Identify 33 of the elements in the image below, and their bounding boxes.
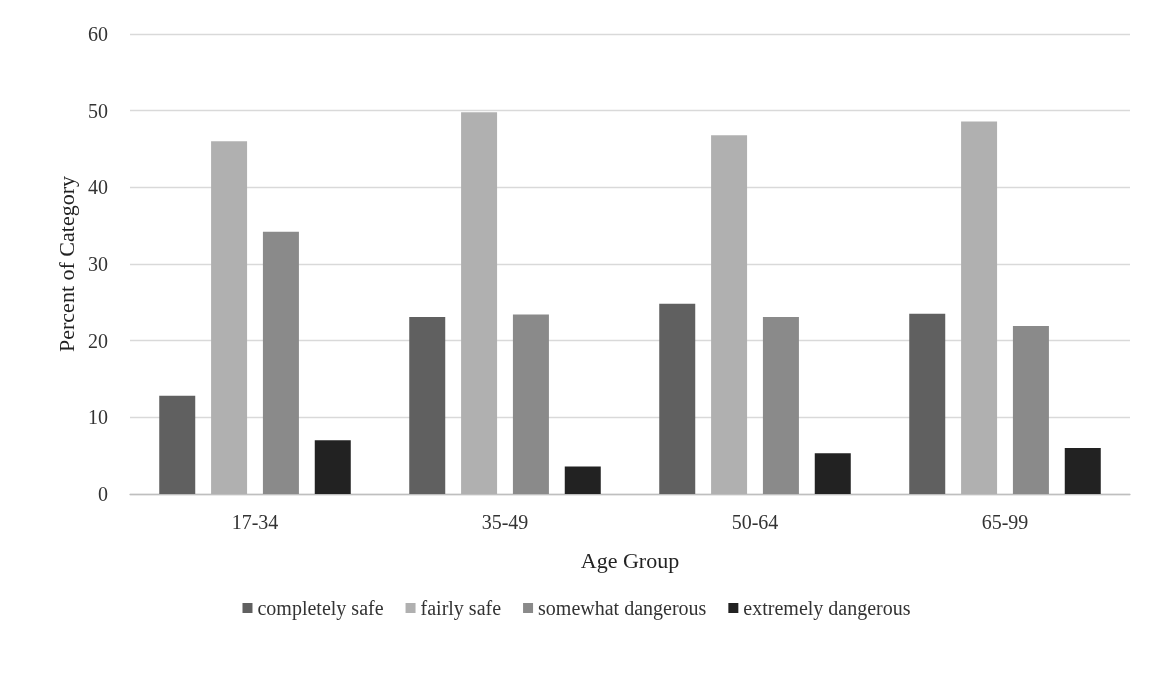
bar (659, 303, 696, 494)
y-axis-title: Percent of Category (53, 176, 79, 352)
x-tick-label: 65-99 (981, 511, 1029, 533)
bar (711, 135, 748, 494)
legend-label: fairly safe (420, 597, 502, 620)
legend-label: somewhat dangerous (538, 597, 707, 620)
y-tick-label: 10 (88, 406, 108, 429)
y-tick-label: 0 (98, 483, 108, 505)
bar (1064, 448, 1101, 494)
y-tick-label: 20 (88, 329, 108, 352)
x-tick-label: 50-64 (731, 511, 779, 533)
bar (814, 453, 851, 494)
x-axis-title: Age Group (580, 547, 680, 573)
y-tick-label: 40 (88, 176, 108, 199)
bar (1012, 326, 1049, 494)
legend-label: extremely dangerous (743, 597, 911, 620)
bar (211, 141, 248, 494)
bar (909, 313, 946, 494)
bar (512, 314, 549, 494)
bar (564, 466, 601, 494)
bar (762, 316, 799, 494)
bar (409, 316, 446, 494)
x-tick-label: 17-34 (231, 511, 279, 533)
bar (262, 231, 299, 494)
bar (159, 395, 196, 494)
bar (961, 121, 998, 494)
y-tick-label: 30 (88, 253, 108, 275)
y-tick-label: 50 (88, 99, 108, 122)
bar (461, 112, 498, 494)
y-tick-label: 60 (88, 23, 108, 45)
bar (314, 440, 351, 494)
legend-label: completely safe (257, 597, 384, 620)
x-tick-label: 35-49 (481, 511, 529, 533)
